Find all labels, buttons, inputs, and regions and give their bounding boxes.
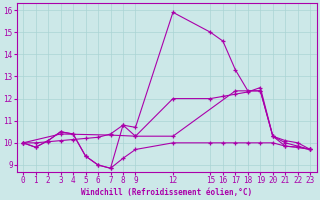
X-axis label: Windchill (Refroidissement éolien,°C): Windchill (Refroidissement éolien,°C) bbox=[81, 188, 252, 197]
